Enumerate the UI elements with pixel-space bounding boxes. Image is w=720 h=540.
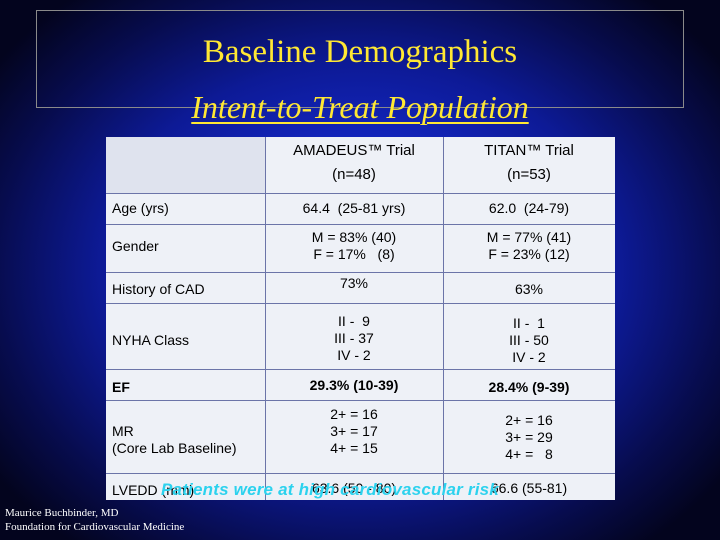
row-divider — [106, 272, 615, 273]
titan-age: 62.0 (24-79) — [488, 200, 570, 216]
footer-author: Maurice Buchbinder, MD — [5, 507, 119, 519]
row-divider — [106, 400, 615, 401]
risk-callout: Patients were at high cardiovascular ris… — [161, 480, 499, 499]
column-divider — [265, 137, 266, 500]
amadeus-gender: M = 83% (40) F = 17% (8) — [311, 229, 397, 262]
row-divider — [106, 473, 615, 474]
row-label-gender: Gender — [112, 238, 159, 254]
row-label-age: Age (yrs) — [112, 200, 169, 216]
titan-nyha: II - 1 III - 50 IV - 2 — [509, 315, 549, 365]
amadeus-header-name: AMADEUS™ Trial — [293, 142, 415, 159]
titan-lvedd: 66.6 (55-81) — [490, 480, 568, 496]
row-divider — [106, 193, 615, 194]
row-divider — [106, 369, 615, 370]
demographics-table — [106, 137, 615, 500]
footer-credit: Maurice Buchbinder, MD Foundation for Ca… — [5, 506, 184, 534]
row-divider — [106, 303, 615, 304]
row-label-cad: History of CAD — [112, 281, 205, 297]
amadeus-cad: 73% — [339, 275, 369, 291]
titan-ef: 28.4% (9-39) — [488, 379, 570, 395]
titan-header-n: (n=53) — [507, 166, 551, 183]
amadeus-lvedd: 63.6 (50 - 80) — [311, 480, 397, 496]
row-label-nyha: NYHA Class — [112, 332, 190, 348]
slide-title: Baseline Demographics — [202, 34, 518, 70]
amadeus-header-n: (n=48) — [332, 166, 376, 183]
table-corner-cell — [106, 137, 265, 193]
titan-header-name: TITAN™ Trial — [484, 142, 574, 159]
title-box: Baseline Demographics Intent-to-Treat Po… — [36, 10, 684, 123]
amadeus-age: 64.4 (25-81 yrs) — [302, 200, 406, 216]
amadeus-ef: 29.3% (10-39) — [309, 377, 399, 393]
titan-cad: 63% — [514, 281, 544, 297]
titan-mr: 2+ = 16 3+ = 29 4+ = 8 — [505, 412, 553, 462]
amadeus-mr: 2+ = 16 3+ = 17 4+ = 15 — [330, 406, 378, 456]
slide-subtitle: Intent-to-Treat Population — [191, 89, 529, 125]
row-label-mr: MR (Core Lab Baseline) — [112, 423, 237, 456]
row-divider — [106, 224, 615, 225]
titan-gender: M = 77% (41) F = 23% (12) — [486, 229, 572, 262]
row-label-lvedd: LVEDD (mm) — [112, 482, 195, 498]
footer-organization: Foundation for Cardiovascular Medicine — [5, 521, 185, 533]
column-divider — [443, 137, 444, 500]
amadeus-nyha: II - 9 III - 37 IV - 2 — [334, 313, 374, 363]
row-label-ef: EF — [112, 379, 130, 395]
